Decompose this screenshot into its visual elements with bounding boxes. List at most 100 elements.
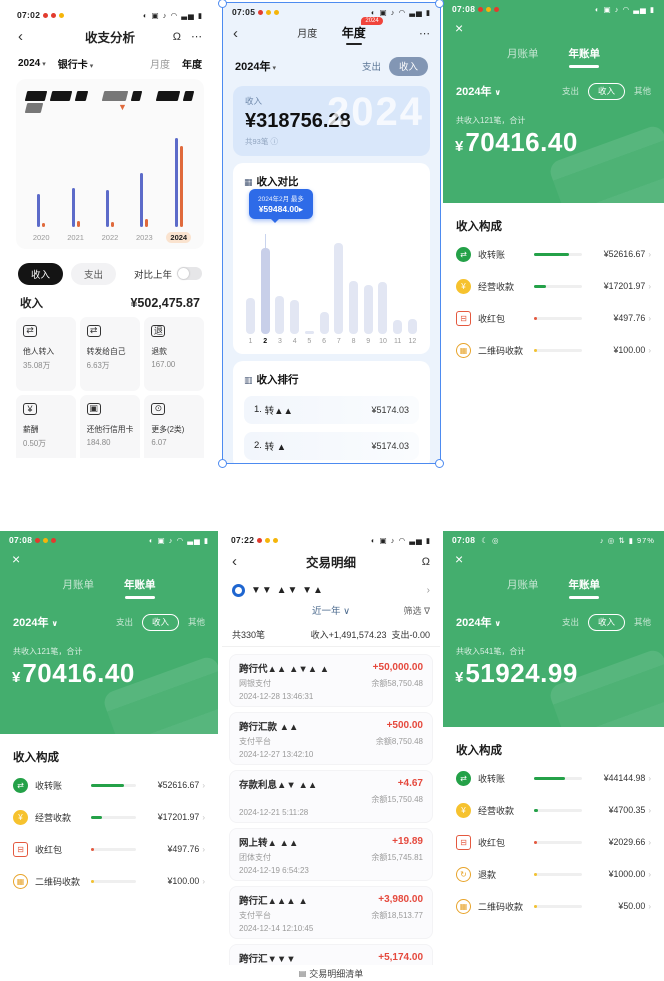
category-tile[interactable]: ⇄ 他人转入 35.08万 (16, 316, 76, 391)
more-icon[interactable]: ⋯ (419, 28, 430, 40)
tab-yearly-bill[interactable]: 年账单 (569, 577, 601, 597)
category-label: 二维码收款 (478, 345, 524, 356)
selection-handle[interactable] (218, 0, 227, 8)
compare-toggle[interactable] (177, 267, 202, 280)
account-dropdown[interactable]: 银行卡 ▾ (58, 56, 94, 71)
month-bar-column[interactable] (290, 234, 300, 334)
year-dropdown[interactable]: 2024年 ▾ (235, 58, 276, 74)
month-bar-column[interactable] (275, 234, 285, 334)
income-category-row[interactable]: ¥ 经营收款 ¥17201.97 › (0, 801, 218, 833)
close-icon[interactable]: × (455, 19, 464, 36)
month-bar-column[interactable] (349, 234, 359, 334)
seg-income-selected[interactable]: 收入 (587, 613, 625, 631)
back-icon[interactable]: ‹ (18, 28, 23, 45)
period-tabs: 月度 年度 2024 (223, 16, 440, 45)
selection-handle[interactable] (435, 459, 444, 468)
ranking-row[interactable]: 2. 转 ▲ ¥5174.03 (244, 431, 419, 460)
status-time: 07:08 (9, 535, 33, 545)
month-bar (304, 330, 314, 334)
month-bar-column[interactable] (246, 234, 255, 334)
seg-other[interactable]: 其他 (187, 617, 205, 627)
month-bar-column[interactable] (319, 234, 329, 334)
info-icon[interactable]: ⓘ (270, 136, 278, 146)
income-category-row[interactable]: ⊟ 收红包 ¥497.76 › (443, 302, 664, 334)
year-dropdown[interactable]: 2024年 ∨ (13, 614, 58, 630)
year-bar-group[interactable]: 2024 (162, 131, 196, 243)
status-icons: ♪ ◎ ⇅ ▮ 97% (599, 535, 655, 545)
filter-button[interactable]: 筛选 ∇ (403, 604, 430, 617)
selection-handle[interactable] (435, 0, 444, 8)
seg-other[interactable]: 其他 (633, 617, 651, 627)
headset-icon[interactable]: Ω (172, 30, 181, 43)
year-dropdown[interactable]: 2024年 ∨ (456, 614, 501, 630)
chart-tooltip[interactable]: 2024年2月 最多 ¥59484.00▸ (249, 188, 313, 223)
headset-icon[interactable]: Ω (421, 555, 430, 568)
seg-other[interactable]: 其他 (633, 86, 651, 96)
seg-income-selected[interactable]: 收入 (388, 56, 428, 76)
income-category-row[interactable]: ⊟ 收红包 ¥2029.66 › (443, 826, 664, 858)
back-icon[interactable]: ‹ (233, 25, 238, 42)
selection-handle[interactable] (218, 459, 227, 468)
tab-monthly[interactable]: 月度 (150, 59, 170, 71)
year-bar-group[interactable]: 2021 (59, 131, 93, 243)
tab-yearly[interactable]: 年度 (182, 59, 202, 71)
income-category-row[interactable]: ↻ 退款 ¥1000.00 › (443, 858, 664, 890)
month-bar-column[interactable] (407, 234, 417, 334)
year-bar-group[interactable]: 2020 (24, 131, 58, 243)
month-bar-column[interactable] (393, 234, 403, 334)
transaction-row[interactable]: 跨行代▲▲ ▲▼▲ ▲ +50,000.00 网银支付 余额58,750.48 … (229, 653, 433, 707)
category-tile[interactable]: ¥ 薪酬 0.50万 (16, 394, 76, 458)
transaction-list-footer[interactable]: ▤ 交易明细清单 (222, 965, 440, 981)
expense-pill-button[interactable]: 支出 (71, 262, 117, 285)
bank-account-row[interactable]: ▼▼ ▲▼ ▼▲ › (222, 577, 440, 601)
seg-expense[interactable]: 支出 (561, 86, 579, 96)
income-category-row[interactable]: ⇄ 收转账 ¥52616.67 › (443, 238, 664, 270)
category-tile[interactable]: ▣ 还他行信用卡 184.80 (79, 394, 141, 458)
tab-monthly-bill[interactable]: 月账单 (507, 47, 539, 60)
year-dropdown[interactable]: 2024年 ∨ (456, 83, 501, 99)
seg-income-selected[interactable]: 收入 (587, 82, 625, 100)
income-category-row[interactable]: ¥ 经营收款 ¥4700.35 › (443, 794, 664, 826)
tab-yearly-bill[interactable]: 年账单 (124, 577, 156, 597)
income-category-row[interactable]: ▦ 二维码收款 ¥100.00 › (443, 334, 664, 366)
month-bar-column[interactable] (363, 234, 373, 334)
more-icon[interactable]: ⋯ (191, 31, 202, 43)
month-bar-column[interactable] (334, 234, 344, 334)
transaction-row[interactable]: 跨行汇款 ▲▲ +500.00 支付平台 余额8,750.48 2024-12-… (229, 711, 433, 765)
seg-expense[interactable]: 支出 (361, 62, 381, 73)
month-bar-column[interactable] (304, 234, 314, 334)
seg-income-selected[interactable]: 收入 (141, 613, 179, 631)
tab-yearly[interactable]: 年度 2024 (342, 16, 383, 45)
tab-monthly-bill[interactable]: 月账单 (62, 578, 95, 591)
close-icon[interactable]: × (455, 550, 464, 567)
transaction-row[interactable]: 存款利息▲▼ ▲▲ +4.67 余额15,750.48 2024-12-21 5… (229, 769, 433, 823)
year-dropdown[interactable]: 2024 ▾ (18, 58, 46, 69)
year-bar-group[interactable]: 2022 (93, 131, 127, 243)
income-category-row[interactable]: ▦ 二维码收款 ¥100.00 › (0, 865, 218, 897)
tab-yearly-bill[interactable]: 年账单 (569, 46, 601, 66)
back-icon[interactable]: ‹ (232, 553, 237, 570)
close-icon[interactable]: × (12, 550, 21, 567)
category-tile[interactable]: ⊙ 更多(2类) 6.07 (144, 394, 204, 458)
ranking-row[interactable]: 1. 转▲▲ ¥5174.03 (244, 395, 419, 424)
category-tile[interactable]: 退 退款 167.00 (144, 316, 204, 391)
income-category-row[interactable]: ⇄ 收转账 ¥52616.67 › (0, 769, 218, 801)
income-category-row[interactable]: ▦ 二维码收款 ¥50.00 › (443, 890, 664, 922)
transaction-row[interactable]: 网上转▲ ▲▲ +19.89 团体支付 余额15,745.81 2024-12-… (229, 827, 433, 881)
category-icon: ↻ (456, 866, 471, 882)
transaction-row[interactable]: 跨行汇▲▲▲ ▲ +3,980.00 支付平台 余额18,513.77 2024… (229, 885, 433, 939)
month-bar-column[interactable] (378, 234, 388, 334)
month-bar-column[interactable] (260, 233, 270, 334)
category-tile[interactable]: ⇄ 转发给自己 6.63万 (79, 316, 141, 391)
chevron-right-icon: › (202, 780, 205, 790)
seg-expense[interactable]: 支出 (561, 617, 579, 627)
tab-monthly-bill[interactable]: 月账单 (507, 578, 539, 591)
income-category-row[interactable]: ⊟ 收红包 ¥497.76 › (0, 833, 218, 865)
seg-expense[interactable]: 支出 (115, 617, 133, 627)
income-pill-button[interactable]: 收入 (18, 262, 64, 285)
tab-monthly[interactable]: 月度 (297, 28, 318, 40)
income-category-row[interactable]: ¥ 经营收款 ¥17201.97 › (443, 270, 664, 302)
income-category-row[interactable]: ⇄ 收转账 ¥44144.98 › (443, 762, 664, 794)
year-bar-group[interactable]: 2023 (127, 131, 161, 243)
progress-track (534, 284, 583, 288)
